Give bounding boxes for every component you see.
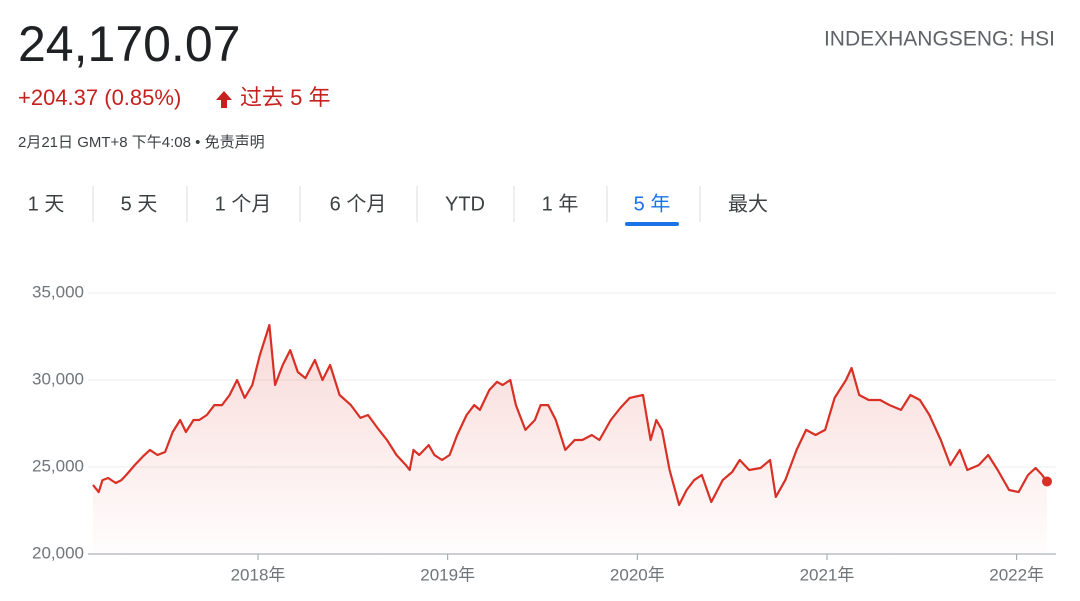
y-tick-label: 35,000 [32, 282, 84, 301]
y-tick-label: 25,000 [32, 456, 84, 475]
range-tab[interactable]: YTD [445, 193, 485, 215]
range-tab[interactable]: 最大 [728, 192, 768, 215]
x-tick-label: 2019年 [420, 565, 475, 584]
range-tab[interactable]: 5 天 [121, 193, 158, 215]
area [93, 325, 1047, 554]
up-arrow-icon [216, 91, 232, 108]
range-tabs: 1 天 5 天 1 个月 6 个月 YTD 1 年 5 年 最大 [28, 186, 768, 226]
range-tab[interactable]: 6 个月 [330, 192, 387, 215]
period-label: 过去 5 年 [240, 85, 330, 110]
x-tick-label: 2022年 [989, 565, 1044, 584]
range-tab[interactable]: 1 年 [542, 192, 579, 215]
timestamp: 2月21日 GMT+8 下午4:08 • 免责声明 [18, 133, 265, 151]
y-tick-label: 30,000 [32, 369, 84, 388]
x-tick-label: 2020年 [610, 565, 665, 584]
ticker: INDEXHANGSENG: HSI [824, 28, 1055, 51]
range-tab[interactable]: 1 个月 [215, 192, 272, 215]
x-tick-label: 2018年 [231, 565, 286, 584]
chart: 20,000 25,000 30,000 35,000 2018年 2019年 2020年 2… [32, 282, 1056, 584]
arrow-shape [216, 91, 232, 108]
active-tab-underline [625, 222, 679, 226]
x-tick-label: 2021年 [800, 565, 855, 584]
range-tab[interactable]: 1 天 [28, 193, 65, 215]
last-point [1042, 476, 1052, 487]
price-line [92, 323, 1048, 506]
price-change: +204.37 (0.85%) [18, 85, 181, 110]
y-tick-label: 20,000 [32, 543, 84, 562]
price: 24,170.07 [18, 16, 240, 72]
range-tab[interactable]: 5 年 [634, 192, 671, 215]
